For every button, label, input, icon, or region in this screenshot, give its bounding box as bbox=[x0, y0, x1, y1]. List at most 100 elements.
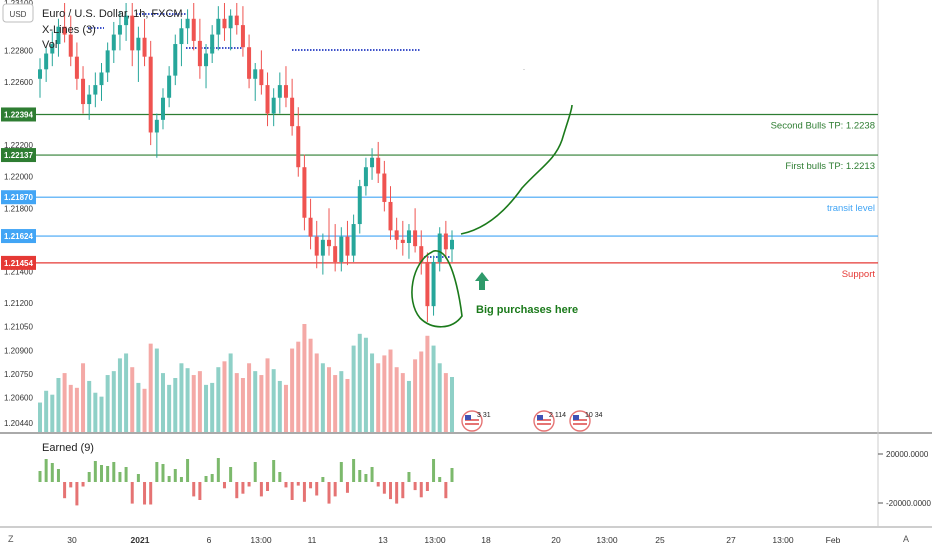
volume-bar bbox=[431, 345, 436, 432]
earned-bar bbox=[75, 482, 79, 506]
candle-body bbox=[345, 236, 350, 256]
price-badge-label: 1.22394 bbox=[4, 110, 33, 119]
earned-bar bbox=[401, 482, 405, 499]
volume-bar bbox=[437, 363, 442, 432]
candle-body bbox=[259, 69, 264, 86]
earned-bar bbox=[112, 462, 116, 482]
timezone-corner[interactable]: Z bbox=[8, 534, 14, 544]
price-badge bbox=[1, 229, 36, 244]
earned-bar bbox=[253, 462, 257, 482]
earned-bar bbox=[118, 472, 122, 482]
price-tick-label: 1.21800 bbox=[4, 204, 33, 213]
candle-body bbox=[370, 157, 375, 168]
candle-body bbox=[117, 25, 122, 35]
time-tick-label: 30 bbox=[67, 535, 77, 545]
earned-bar bbox=[155, 462, 159, 482]
currency-button[interactable]: USD bbox=[2, 3, 34, 23]
candle-body bbox=[204, 53, 209, 67]
candle-body bbox=[185, 18, 190, 29]
volume-bar bbox=[333, 375, 338, 432]
volume-bar bbox=[197, 371, 202, 432]
earned-bar bbox=[278, 472, 282, 482]
symbol-title[interactable]: Euro / U.S. Dollar, 1h, FXCM bbox=[42, 8, 183, 20]
earned-histogram bbox=[38, 458, 454, 506]
candle-body bbox=[351, 224, 356, 256]
earned-bar bbox=[450, 468, 454, 482]
earned-bar bbox=[222, 482, 226, 489]
candle-body bbox=[148, 56, 153, 133]
candle-body bbox=[167, 75, 172, 98]
volume-bar bbox=[216, 367, 221, 432]
price-badge-label: 1.21624 bbox=[4, 232, 33, 241]
price-badge-label: 1.21454 bbox=[4, 259, 33, 268]
volume-bar bbox=[87, 380, 92, 432]
indicator-vol-label[interactable]: Vol bbox=[42, 39, 57, 51]
economic-events[interactable]: 3 31 2 114 10 34 bbox=[461, 410, 603, 432]
volume-bar bbox=[388, 349, 393, 432]
earned-pane-title[interactable]: Earned (9) bbox=[42, 442, 94, 454]
price-badge-label: 1.21870 bbox=[4, 193, 33, 202]
candle-body bbox=[173, 44, 178, 76]
candle-body bbox=[247, 47, 252, 79]
earned-bar bbox=[179, 477, 183, 482]
candle-body bbox=[271, 97, 276, 114]
candle-body bbox=[50, 44, 55, 54]
event-flag-icon[interactable]: 10 34 bbox=[569, 410, 603, 432]
price-tick-label: 1.22800 bbox=[4, 46, 33, 55]
time-axis[interactable]: 30 2021 6 13:00 11 13 13:00 18 20 13:00 25 27 13:00 F… bbox=[67, 535, 840, 545]
price-badges: 1.22394 1.22137 1.21870 1.21624 1.21454 bbox=[1, 107, 36, 270]
volume-bar bbox=[283, 384, 288, 432]
earned-bar bbox=[407, 472, 411, 482]
projection-curve[interactable] bbox=[460, 104, 573, 235]
earned-bar bbox=[99, 465, 103, 482]
volume-bar bbox=[370, 353, 375, 432]
candle-body bbox=[388, 201, 393, 231]
time-tick-label: 27 bbox=[726, 535, 736, 545]
price-badge bbox=[1, 190, 36, 205]
up-arrow-icon[interactable] bbox=[475, 272, 489, 290]
earned-bar bbox=[136, 474, 140, 482]
indicator-xlines-label[interactable]: X-Lines (3) bbox=[42, 24, 96, 36]
volume-bar bbox=[327, 367, 332, 432]
earned-bar bbox=[284, 482, 288, 488]
candle-body bbox=[105, 50, 110, 73]
candle-body bbox=[443, 233, 448, 250]
earned-bar bbox=[425, 482, 429, 491]
candle-body bbox=[450, 239, 454, 250]
time-tick-label: 13:00 bbox=[250, 535, 272, 545]
volume-bar bbox=[191, 375, 196, 432]
volume-bar bbox=[240, 378, 245, 432]
earned-bar bbox=[44, 459, 48, 482]
earned-axis[interactable]: 20000.0000 -20000.0000 bbox=[878, 450, 931, 508]
volume-bar bbox=[363, 337, 368, 432]
candle-body bbox=[425, 261, 430, 307]
auto-scale-button[interactable]: A bbox=[903, 534, 909, 544]
candle-body bbox=[81, 78, 86, 105]
candle-body bbox=[333, 246, 338, 262]
volume-bar bbox=[130, 367, 135, 432]
time-tick-label: 13:00 bbox=[772, 535, 794, 545]
volume-bar bbox=[247, 363, 252, 432]
volume-bar bbox=[44, 390, 49, 432]
price-badge-label: 1.22137 bbox=[4, 151, 33, 160]
earned-bar bbox=[432, 459, 436, 482]
volume-bar bbox=[394, 367, 399, 432]
candle-body bbox=[419, 246, 424, 262]
time-tick-label: 20 bbox=[551, 535, 561, 545]
earned-bar bbox=[339, 462, 343, 482]
time-tick-label: 11 bbox=[308, 535, 317, 545]
candle-body bbox=[154, 119, 159, 133]
volume-bar bbox=[443, 373, 448, 432]
earned-bar bbox=[413, 482, 417, 491]
purchase-zone-ellipse[interactable] bbox=[411, 250, 463, 328]
candle-body bbox=[400, 239, 405, 243]
candlestick-series bbox=[38, 3, 454, 322]
volume-bar bbox=[50, 394, 55, 432]
candle-body bbox=[87, 94, 92, 105]
event-flag-icon[interactable]: 2 114 bbox=[533, 410, 566, 432]
event-flag-icon[interactable]: 3 31 bbox=[461, 410, 491, 432]
candle-body bbox=[74, 56, 79, 79]
candle-body bbox=[413, 230, 418, 247]
candle-body bbox=[431, 261, 436, 307]
